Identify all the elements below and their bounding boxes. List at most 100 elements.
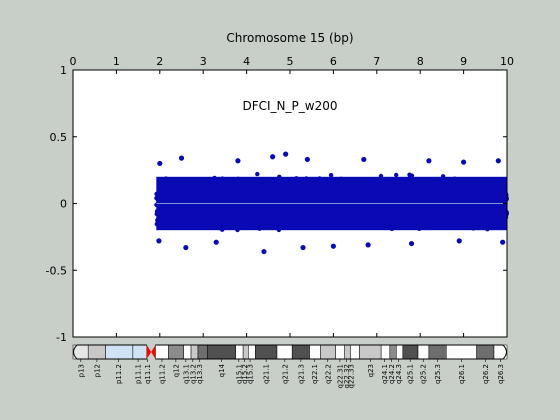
- band-label: q25.1: [407, 364, 415, 384]
- data-point: [500, 239, 506, 245]
- x-tick-label: 5: [287, 55, 294, 68]
- chromosome-band: [335, 344, 345, 360]
- chromosome-band: [242, 344, 249, 360]
- data-point: [270, 154, 276, 160]
- data-point: [178, 155, 185, 161]
- data-point: [300, 244, 306, 251]
- band-label: q14: [218, 363, 226, 377]
- chromosome-band: [87, 344, 106, 360]
- data-point: [365, 242, 371, 248]
- sample-annotation: DFCI_N_P_w200: [243, 99, 338, 113]
- band-label: q22.31: [336, 364, 344, 388]
- chromosome-band: [428, 344, 447, 360]
- data-point: [461, 159, 467, 165]
- x-tick-label: 8: [417, 55, 424, 68]
- chromosome-ideogram: [72, 344, 508, 360]
- band-label: q26.3: [497, 364, 505, 384]
- band-label: q12: [172, 364, 180, 377]
- data-point: [156, 238, 162, 244]
- chromosome-band: [105, 344, 134, 360]
- band-label: q21.1: [263, 364, 271, 384]
- data-point: [328, 173, 334, 178]
- chromosome-band: [276, 344, 293, 360]
- centromere-band: [146, 345, 152, 359]
- chromosome-band: [402, 344, 419, 360]
- chromosome-band: [155, 344, 169, 360]
- chromosome-band: [476, 344, 495, 360]
- y-tick-label: -0.5: [46, 264, 67, 277]
- chromosome-band: [183, 344, 192, 360]
- x-tick-label: 3: [200, 55, 207, 68]
- band-label: q22.32: [343, 364, 351, 388]
- x-tick-label: 0: [70, 55, 77, 68]
- x-axis: 0 1 2 3 4 5 6 7 8 9 10: [70, 55, 514, 337]
- chromosome-qter-cap: [502, 344, 507, 360]
- band-label: p12: [93, 364, 101, 377]
- band-label: q21.2: [281, 364, 289, 384]
- band-labels: p13 p12 p11.2 p11.1 q11.1 q11.2 q12 q13.1q13.2q…: [77, 359, 505, 388]
- band-label: q26.1: [458, 364, 466, 384]
- band-label: q24.3: [395, 364, 403, 384]
- band-label: q22.2: [324, 364, 332, 384]
- band-label: q21.3: [297, 364, 305, 384]
- centromere-band: [151, 345, 156, 359]
- band-label: q24.1: [381, 364, 389, 384]
- data-point: [407, 172, 412, 177]
- x-tick-label: 4: [243, 55, 250, 68]
- band-label: q25.3: [434, 364, 442, 384]
- x-tick-label: 1: [113, 55, 120, 68]
- chromosome-band: [380, 344, 391, 360]
- data-point: [426, 158, 432, 164]
- chromosome-band: [248, 344, 256, 360]
- band-label: q11.1: [144, 364, 152, 384]
- x-tick-label: 10: [500, 55, 514, 68]
- data-point: [157, 160, 163, 167]
- chromosome-band: [396, 344, 404, 360]
- chromosome-band: [291, 344, 310, 360]
- band-label: q25.2: [420, 364, 428, 384]
- data-point: [408, 240, 415, 247]
- band-label: q15.3: [247, 364, 255, 384]
- chromosome-band: [197, 344, 208, 360]
- chromosome-band: [445, 344, 477, 360]
- band-label: q24.2: [388, 364, 396, 384]
- chromosome-band: [350, 344, 360, 360]
- chromosome-band: [320, 344, 336, 360]
- data-point: [495, 158, 501, 164]
- x-tick-label: 2: [156, 55, 163, 68]
- y-tick-label: 1: [60, 64, 67, 77]
- band-label: p11.1: [135, 364, 143, 384]
- band-label: q13.2: [189, 364, 197, 384]
- band-label: q23: [367, 364, 375, 377]
- chromosome-band: [417, 344, 430, 360]
- x-tick-label: 7: [373, 55, 380, 68]
- data-point: [304, 156, 310, 163]
- data-point: [255, 171, 260, 177]
- y-tick-label: 0.5: [50, 131, 68, 144]
- band-label: p13: [77, 364, 85, 377]
- band-label: q13.1: [182, 364, 190, 384]
- band-label: q11.2: [158, 364, 166, 384]
- x-tick-label: 9: [460, 55, 467, 68]
- data-point: [213, 239, 219, 245]
- chromosome-band: [359, 344, 382, 360]
- band-label: q13.3: [196, 364, 204, 384]
- data-point: [361, 156, 367, 163]
- chromosome-band: [132, 344, 148, 360]
- y-tick-label: -1: [56, 331, 67, 344]
- data-point: [235, 158, 241, 164]
- band-label: q22.33: [347, 364, 355, 388]
- data-point: [330, 243, 336, 249]
- chromosome-band: [344, 344, 352, 360]
- chromosome-band: [255, 344, 278, 360]
- data-point: [261, 248, 267, 255]
- chromosome-band: [235, 344, 244, 360]
- data-point: [183, 244, 189, 251]
- band-label: q22.1: [311, 364, 319, 384]
- chromosome-band: [309, 344, 321, 360]
- chromosome-band: [168, 344, 184, 360]
- data-points: [154, 151, 509, 255]
- chart-title: Chromosome 15 (bp): [226, 31, 353, 45]
- chromosome-band: [207, 344, 236, 360]
